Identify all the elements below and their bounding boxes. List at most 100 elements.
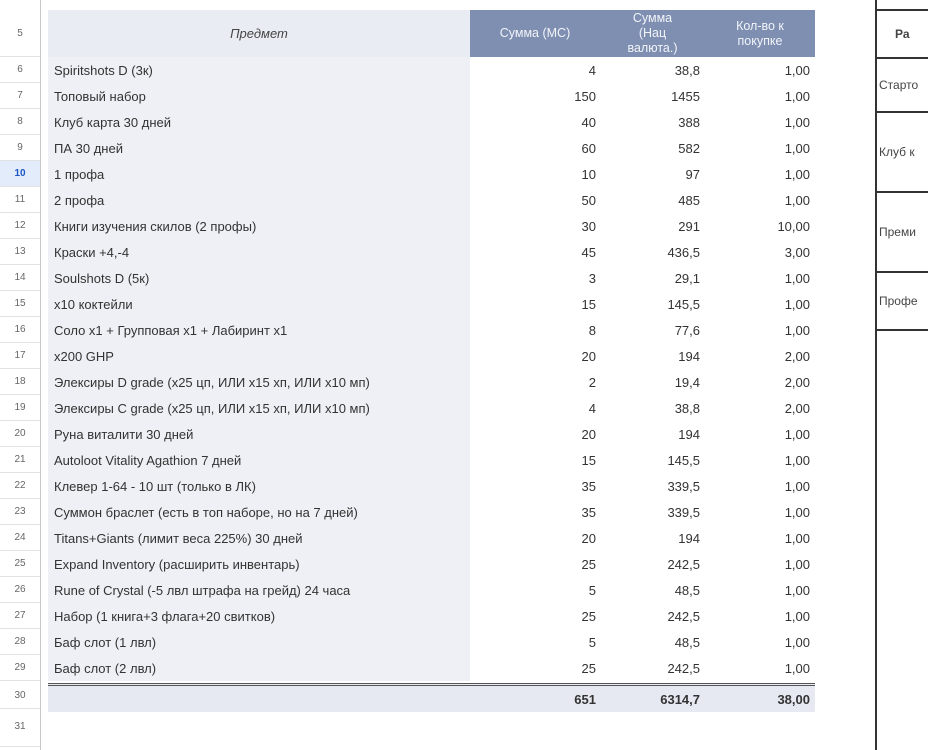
sum-ms-cell[interactable]: 150: [574, 88, 596, 104]
row-number[interactable]: 22: [0, 473, 40, 499]
sum-nat-cell[interactable]: 19,4: [674, 374, 700, 390]
row-number[interactable]: 30: [0, 683, 40, 709]
row-number[interactable]: 14: [0, 265, 40, 291]
qty-cell[interactable]: 3,00: [784, 244, 810, 260]
qty-cell[interactable]: 1,00: [784, 114, 810, 130]
sum-ms-cell[interactable]: 60: [581, 140, 596, 156]
item-cell[interactable]: Expand Inventory (расширить инвентарь): [48, 551, 470, 577]
table-row[interactable]: Soulshots D (5к) 3 29,1 1,00: [48, 265, 815, 291]
item-cell[interactable]: Элексиры C grade (x25 цп, ИЛИ x15 хп, ИЛ…: [48, 395, 470, 421]
sum-nat-cell[interactable]: 77,6: [674, 322, 700, 338]
sum-ms-cell[interactable]: 5: [588, 582, 596, 598]
sum-nat-cell[interactable]: 194: [678, 530, 700, 546]
sum-ms-cell[interactable]: 35: [581, 478, 596, 494]
right-cell[interactable]: Старто: [877, 59, 928, 113]
qty-cell[interactable]: 1,00: [784, 660, 810, 676]
table-row[interactable]: Элексиры C grade (x25 цп, ИЛИ x15 хп, ИЛ…: [48, 395, 815, 421]
sum-nat-cell[interactable]: 29,1: [674, 270, 700, 286]
row-number[interactable]: 25: [0, 551, 40, 577]
table-row[interactable]: Expand Inventory (расширить инвентарь) 25…: [48, 551, 815, 577]
right-cell[interactable]: Преми: [877, 193, 928, 273]
sum-nat-cell[interactable]: 194: [678, 348, 700, 364]
item-cell[interactable]: x10 коктейли: [48, 291, 470, 317]
item-cell[interactable]: Набор (1 книга+3 флага+20 свитков): [48, 603, 470, 629]
table-row[interactable]: Краски +4,-4 45 436,5 3,00: [48, 239, 815, 265]
sum-nat-cell[interactable]: 485: [678, 192, 700, 208]
sum-nat-cell[interactable]: 194: [678, 426, 700, 442]
sum-nat-cell[interactable]: 291: [678, 218, 700, 234]
sum-ms-cell[interactable]: 2: [588, 374, 596, 390]
qty-cell[interactable]: 2,00: [784, 374, 810, 390]
sum-nat-cell[interactable]: 1455: [671, 88, 700, 104]
row-number[interactable]: 28: [0, 629, 40, 655]
header-item[interactable]: Предмет: [48, 10, 470, 57]
qty-cell[interactable]: 1,00: [784, 322, 810, 338]
row-number[interactable]: 19: [0, 395, 40, 421]
qty-cell[interactable]: 1,00: [784, 88, 810, 104]
sum-nat-cell[interactable]: 38,8: [674, 400, 700, 416]
qty-cell[interactable]: 1,00: [784, 452, 810, 468]
qty-cell[interactable]: 1,00: [784, 582, 810, 598]
item-cell[interactable]: x200 GHP: [48, 343, 470, 369]
item-cell[interactable]: Soulshots D (5к): [48, 265, 470, 291]
totals-row[interactable]: 651 6314,7 38,00: [48, 683, 815, 712]
sum-nat-cell[interactable]: 97: [685, 166, 700, 182]
right-top-cell[interactable]: [877, 0, 928, 11]
total-nat[interactable]: 6314,7: [660, 691, 700, 707]
sum-ms-cell[interactable]: 20: [581, 426, 596, 442]
qty-cell[interactable]: 1,00: [784, 270, 810, 286]
item-cell[interactable]: 1 профа: [48, 161, 470, 187]
sum-ms-cell[interactable]: 3: [588, 270, 596, 286]
right-cell[interactable]: Профе: [877, 273, 928, 331]
table-row[interactable]: Книги изучения скилов (2 профы) 30 291 10,0…: [48, 213, 815, 239]
sum-nat-cell[interactable]: 48,5: [674, 634, 700, 650]
table-row[interactable]: Autoloot Vitality Agathion 7 дней 15 145,5…: [48, 447, 815, 473]
sum-nat-cell[interactable]: 388: [678, 114, 700, 130]
sum-ms-cell[interactable]: 20: [581, 348, 596, 364]
sum-ms-cell[interactable]: 5: [588, 634, 596, 650]
totals-label-cell[interactable]: [48, 686, 470, 712]
total-qty[interactable]: 38,00: [777, 691, 810, 707]
table-row[interactable]: Клевер 1-64 - 10 шт (только в ЛК) 35 339,5…: [48, 473, 815, 499]
sum-ms-cell[interactable]: 15: [581, 452, 596, 468]
row-number[interactable]: 12: [0, 213, 40, 239]
row-number[interactable]: 24: [0, 525, 40, 551]
sum-nat-cell[interactable]: 339,5: [667, 478, 700, 494]
item-cell[interactable]: Книги изучения скилов (2 профы): [48, 213, 470, 239]
row-number[interactable]: 26: [0, 577, 40, 603]
qty-cell[interactable]: 1,00: [784, 140, 810, 156]
right-header[interactable]: Ра: [877, 11, 928, 59]
qty-cell[interactable]: 1,00: [784, 166, 810, 182]
sum-ms-cell[interactable]: 25: [581, 660, 596, 676]
qty-cell[interactable]: 1,00: [784, 62, 810, 78]
qty-cell[interactable]: 2,00: [784, 348, 810, 364]
table-row[interactable]: Набор (1 книга+3 флага+20 свитков) 25 242,…: [48, 603, 815, 629]
sum-ms-cell[interactable]: 35: [581, 504, 596, 520]
item-cell[interactable]: Топовый набор: [48, 83, 470, 109]
item-cell[interactable]: Суммон браслет (есть в топ наборе, но на…: [48, 499, 470, 525]
table-row[interactable]: Баф слот (1 лвл) 5 48,5 1,00: [48, 629, 815, 655]
table-row[interactable]: Суммон браслет (есть в топ наборе, но на…: [48, 499, 815, 525]
header-sum-nat[interactable]: Сумма (Нац валюта.): [600, 10, 705, 57]
total-ms[interactable]: 651: [574, 691, 596, 707]
table-row[interactable]: Элексиры D grade (x25 цп, ИЛИ x15 хп, ИЛ…: [48, 369, 815, 395]
row-number[interactable]: 31: [0, 707, 40, 747]
item-cell[interactable]: Клуб карта 30 дней: [48, 109, 470, 135]
table-row[interactable]: x200 GHP 20 194 2,00: [48, 343, 815, 369]
table-row[interactable]: Titans+Giants (лимит веса 225%) 30 дней 2…: [48, 525, 815, 551]
sum-nat-cell[interactable]: 48,5: [674, 582, 700, 598]
sum-nat-cell[interactable]: 145,5: [667, 296, 700, 312]
sum-ms-cell[interactable]: 8: [588, 322, 596, 338]
item-cell[interactable]: Titans+Giants (лимит веса 225%) 30 дней: [48, 525, 470, 551]
sum-ms-cell[interactable]: 4: [588, 62, 596, 78]
sum-ms-cell[interactable]: 4: [588, 400, 596, 416]
table-row[interactable]: 1 профа 10 97 1,00: [48, 161, 815, 187]
table-row[interactable]: Rune of Crystal (-5 лвл штрафа на грейд)…: [48, 577, 815, 603]
header-sum-ms[interactable]: Сумма (МС): [470, 10, 600, 57]
item-cell[interactable]: ПА 30 дней: [48, 135, 470, 161]
sum-ms-cell[interactable]: 15: [581, 296, 596, 312]
sum-nat-cell[interactable]: 436,5: [667, 244, 700, 260]
sum-ms-cell[interactable]: 45: [581, 244, 596, 260]
sum-ms-cell[interactable]: 30: [581, 218, 596, 234]
item-cell[interactable]: Spiritshots D (3к): [48, 57, 470, 83]
